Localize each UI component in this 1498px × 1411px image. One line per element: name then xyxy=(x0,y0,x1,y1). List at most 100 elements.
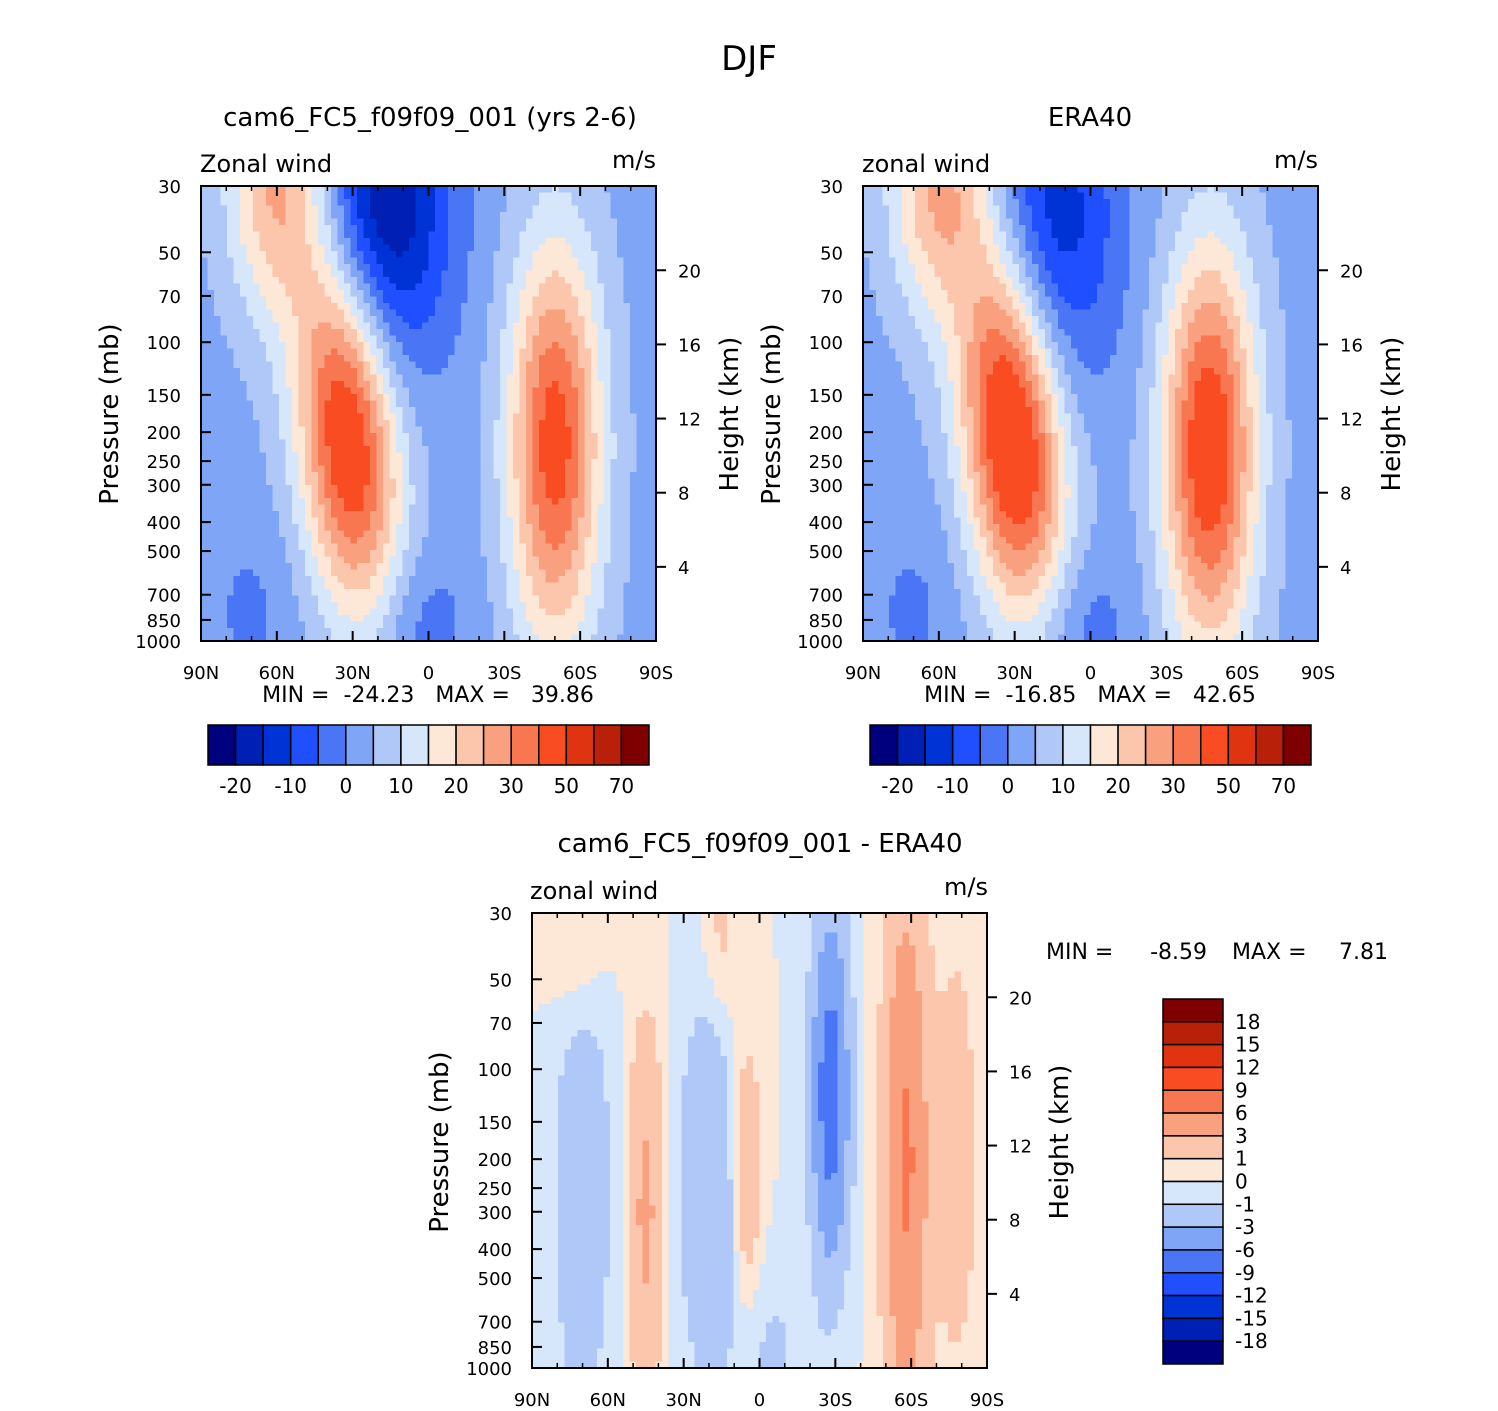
panel-model-cell xyxy=(526,322,534,330)
panel-model-cell xyxy=(565,543,573,551)
panel-model-cell xyxy=(259,244,267,252)
panel-model-cell xyxy=(532,465,540,473)
panel-model-cell xyxy=(487,257,495,265)
panel-model-cell xyxy=(610,634,618,642)
panel-model-cell xyxy=(643,452,651,460)
panel-model-cell xyxy=(591,329,599,337)
panel-model-cell xyxy=(279,218,287,226)
panel-model-cell xyxy=(578,335,586,343)
panel-model-cell xyxy=(376,186,384,194)
panel-model-cell xyxy=(337,257,345,265)
panel-model-cell xyxy=(649,329,657,337)
panel-model-cell xyxy=(266,186,274,194)
panel-model-cell xyxy=(214,296,222,304)
panel-model-cell xyxy=(305,368,313,376)
panel-model-cell xyxy=(630,205,638,213)
panel-model-cell xyxy=(253,381,261,389)
panel-model-cell xyxy=(272,537,280,545)
panel-model-cell xyxy=(285,322,293,330)
panel-model-cell xyxy=(487,355,495,363)
panel-model-cell xyxy=(610,361,618,369)
panel-model-cell xyxy=(285,530,293,538)
panel-model-cell xyxy=(597,511,605,519)
panel-model-cell xyxy=(370,218,378,226)
panel-model-cell xyxy=(565,283,573,291)
panel-model-cell xyxy=(617,374,625,382)
panel-model-cell xyxy=(552,537,560,545)
panel-model-cell xyxy=(389,303,397,311)
panel-model-cell xyxy=(357,420,365,428)
panel-model-cell xyxy=(233,582,241,590)
panel-model-cell xyxy=(344,459,352,467)
panel-model-cell xyxy=(448,348,456,356)
panel-model-cell xyxy=(337,283,345,291)
panel-model-cell xyxy=(383,628,391,636)
panel-model-cell xyxy=(337,355,345,363)
panel-model-cell xyxy=(584,218,592,226)
panel-model-cell xyxy=(474,381,482,389)
panel-model-cell xyxy=(259,205,267,213)
panel-model-cell xyxy=(402,563,410,571)
panel-model-cell xyxy=(545,537,553,545)
panel-model-cell xyxy=(214,465,222,473)
panel-model-cell xyxy=(220,309,228,317)
panel-model-cell xyxy=(493,407,501,415)
panel-model-cell xyxy=(610,296,618,304)
panel-model-cell xyxy=(441,394,449,402)
panel-model-cell xyxy=(500,446,508,454)
panel-model-cell xyxy=(422,491,430,499)
panel-model-cell xyxy=(402,478,410,486)
panel-model-cell xyxy=(636,309,644,317)
panel-model-cell xyxy=(428,543,436,551)
panel-model-cell xyxy=(298,348,306,356)
panel-model-cell xyxy=(630,277,638,285)
panel-model-cell xyxy=(636,413,644,421)
panel-model-cell xyxy=(526,517,534,525)
panel-model-cell xyxy=(552,251,560,259)
panel-model-cell xyxy=(311,543,319,551)
panel-model-cell xyxy=(337,407,345,415)
panel-model-cell xyxy=(240,595,248,603)
panel-model-cell xyxy=(318,491,326,499)
panel-model-cell xyxy=(402,199,410,207)
panel-model-cell xyxy=(233,420,241,428)
panel-model-cell xyxy=(292,511,300,519)
panel-model-cell xyxy=(630,199,638,207)
panel-model-cell xyxy=(539,439,547,447)
panel-model-cell xyxy=(630,550,638,558)
panel-model-cell xyxy=(448,569,456,577)
panel-model-cell xyxy=(513,569,521,577)
panel-model-cell xyxy=(233,628,241,636)
panel-model-cell xyxy=(604,628,612,636)
panel-model-cell xyxy=(396,550,404,558)
panel-model-cell xyxy=(415,400,423,408)
panel-model-cell xyxy=(584,465,592,473)
panel-model-cell xyxy=(558,589,566,597)
panel-model-cell xyxy=(311,465,319,473)
panel-model-cell xyxy=(402,296,410,304)
panel-model-cell xyxy=(337,231,345,239)
panel-model-cell xyxy=(636,420,644,428)
panel-model-cell xyxy=(539,485,547,493)
panel-model-cell xyxy=(207,537,215,545)
panel-model-cell xyxy=(545,407,553,415)
panel-model-cell xyxy=(350,277,358,285)
panel-model-cell xyxy=(422,504,430,512)
panel-model-cell xyxy=(519,543,527,551)
panel-model-cell xyxy=(279,400,287,408)
panel-model-cell xyxy=(532,485,540,493)
panel-model-cell xyxy=(500,387,508,395)
panel-model-cell xyxy=(591,524,599,532)
panel-model-cell xyxy=(539,342,547,350)
panel-model-cell xyxy=(201,569,209,577)
panel-model-cell xyxy=(389,355,397,363)
panel-model-cell xyxy=(519,205,527,213)
panel-model-cell xyxy=(448,563,456,571)
panel-model-cell xyxy=(467,361,475,369)
panel-model-cell xyxy=(298,498,306,506)
panel-model-cell xyxy=(376,303,384,311)
panel-model-cell xyxy=(318,270,326,278)
panel-model-cell xyxy=(461,426,469,434)
panel-model-cell xyxy=(415,238,423,246)
panel-model-cell xyxy=(207,517,215,525)
